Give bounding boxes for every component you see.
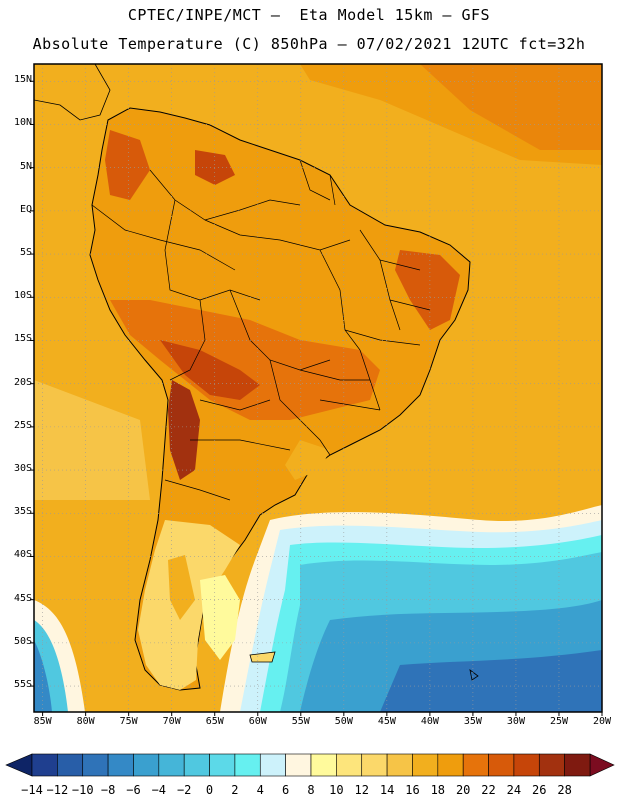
lon-label: 35W <box>463 716 482 727</box>
lat-label: 5S <box>19 247 32 259</box>
land-warm-20 <box>110 300 380 420</box>
colorbar-label: 16 <box>405 783 420 797</box>
colorbar-label: 0 <box>205 783 214 797</box>
colorbar-swatch <box>336 753 363 777</box>
grid-lines <box>34 64 602 712</box>
lat-label: 5N <box>19 160 32 172</box>
colorbar-swatch <box>361 753 388 777</box>
colorbar-swatch <box>107 753 134 777</box>
lat-label: 15S <box>13 333 32 345</box>
lat-label: 50S <box>13 635 32 647</box>
lat-label: 55S <box>13 679 32 691</box>
map-frame <box>33 63 603 713</box>
colorbar-swatch <box>234 753 261 777</box>
lat-label: 35S <box>13 506 32 518</box>
lon-label: 45W <box>377 716 396 727</box>
lon-label: 20W <box>592 716 612 727</box>
colorbar-swatch <box>285 753 312 777</box>
warm-atlantic-core <box>420 64 602 150</box>
axis-ticks <box>30 80 603 716</box>
lon-label: 75W <box>119 716 138 727</box>
colorbar-swatch <box>158 753 185 777</box>
colorbar-swatch <box>259 753 286 777</box>
lon-label: 70W <box>162 716 181 727</box>
colorbar-label: 8 <box>307 783 315 797</box>
andes-warm-26 <box>168 380 200 480</box>
colorbar-swatch <box>57 753 84 777</box>
lat-label: 20S <box>13 376 32 388</box>
colorbar-under-arrow <box>5 753 33 777</box>
map-field <box>34 64 602 712</box>
colorbar-label: −6 <box>126 783 141 797</box>
colorbar-swatch <box>412 753 439 777</box>
lon-label: 30W <box>506 716 525 727</box>
lon-label: 25W <box>549 716 568 727</box>
colorbar-swatch <box>310 753 337 777</box>
colorbar-swatch <box>133 753 160 777</box>
colorbar-label: 18 <box>430 783 446 797</box>
colorbar-label: 12 <box>354 783 369 797</box>
colorbar-swatch <box>513 753 540 777</box>
colorbar <box>5 753 615 777</box>
colorbar-label: −14 <box>21 783 43 797</box>
colorbar-label: −12 <box>46 783 69 797</box>
sw-pacific-field-neg6 <box>34 640 52 712</box>
lon-label: 40W <box>420 716 439 727</box>
lon-label: 60W <box>248 716 267 727</box>
colorbar-label: −2 <box>176 783 192 797</box>
colorbar-swatch <box>564 753 591 777</box>
lon-label: 55W <box>291 716 310 727</box>
lat-label: 10S <box>13 290 32 302</box>
patagonia-field-8 <box>200 575 240 660</box>
falklands-main <box>249 651 276 663</box>
colorbar-label: 24 <box>506 783 522 797</box>
ne-brazil-warm <box>395 250 460 330</box>
colorbar-label: −4 <box>151 783 167 797</box>
colorbar-label: 28 <box>557 783 572 797</box>
colorbar-swatch <box>209 753 236 777</box>
chart-title-line1: CPTEC/INPE/MCT – Eta Model 15km – GFS <box>127 6 491 24</box>
lat-label: 10N <box>13 117 32 129</box>
colorbar-over-arrow <box>589 753 615 777</box>
lat-label: EQ <box>19 203 32 215</box>
patagonia-warm-pocket <box>168 555 195 620</box>
lat-label: 30S <box>13 463 32 475</box>
colorbar-label: 6 <box>282 783 290 797</box>
colorbar-label: −8 <box>100 783 116 797</box>
falklands-islands <box>469 669 479 681</box>
lon-label: 80W <box>76 716 95 727</box>
colorbar-label: 10 <box>329 783 344 797</box>
colorbar-label: 14 <box>379 783 395 797</box>
colorbar-label: 26 <box>532 783 547 797</box>
lon-label: 50W <box>334 716 353 727</box>
lat-label: 40S <box>13 549 32 561</box>
colorbar-swatch <box>183 753 210 777</box>
lon-label: 85W <box>33 716 52 727</box>
colorbar-label: 20 <box>455 783 471 797</box>
colorbar-label: 2 <box>231 783 239 797</box>
south-ocean-field-neg8 <box>380 650 602 712</box>
lat-label: 45S <box>13 592 32 604</box>
colorbar-swatch <box>538 753 565 777</box>
colorbar-label: −10 <box>71 783 94 797</box>
colorbar-swatch <box>488 753 515 777</box>
lon-label: 65W <box>205 716 224 727</box>
colorbar-swatch <box>437 753 464 777</box>
country-borders <box>91 159 431 501</box>
colorbar-label: 22 <box>481 783 496 797</box>
colorbar-swatch <box>462 753 489 777</box>
lat-label: 25S <box>13 419 32 431</box>
colorbar-label: 4 <box>256 783 264 797</box>
colorbar-swatch <box>82 753 109 777</box>
land-warm-24 <box>160 340 260 400</box>
colorbar-swatch <box>31 753 58 777</box>
north-andes-warm <box>105 130 150 200</box>
chart-title-line2: Absolute Temperature (C) 850hPa – 07/02/… <box>32 35 586 53</box>
lat-label: 15N <box>13 74 32 86</box>
central-america <box>34 64 111 121</box>
colorbar-swatch <box>386 753 413 777</box>
